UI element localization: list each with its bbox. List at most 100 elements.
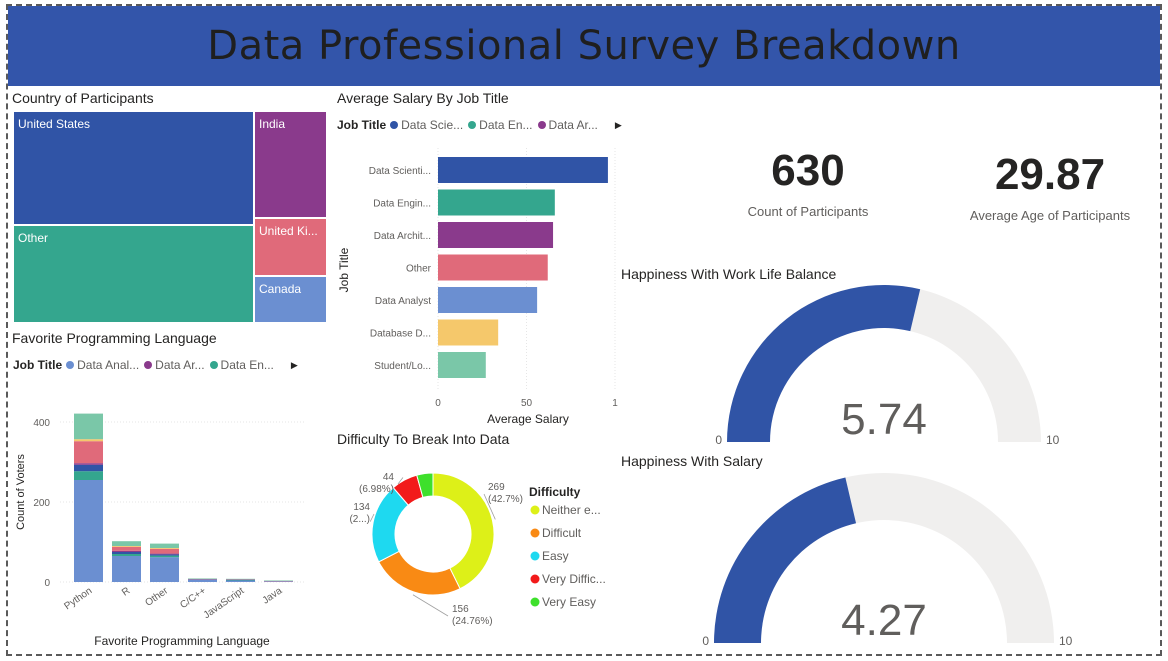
stacked-bar-segment [188, 578, 217, 579]
stacked-bar-segment [150, 554, 179, 556]
x-tick-label: C/C++ [178, 585, 208, 611]
callout-line [412, 594, 449, 617]
worklife-gauge-title: Happiness With Work Life Balance [621, 266, 837, 282]
stacked-bar-segment [74, 471, 103, 480]
data-label: 269 [488, 482, 505, 493]
callout-line [483, 493, 496, 520]
stacked-bar-segment [74, 463, 103, 465]
x-tick-label: Other [143, 585, 170, 609]
salary-bar [438, 157, 608, 183]
y-axis-title: Count of Voters [15, 454, 27, 530]
y-tick-label: Data Archit... [374, 231, 431, 242]
x-axis-title: Favorite Programming Language [94, 634, 270, 648]
y-axis-title: Job Title [337, 247, 351, 292]
stacked-bar-segment [74, 413, 103, 440]
legend-label: Data Ar... [548, 118, 598, 132]
callout-line [369, 513, 375, 522]
stacked-bar-segment [150, 557, 179, 582]
data-label: 134 [353, 502, 370, 513]
legend-item-data-scientist[interactable]: Data Scie... [390, 118, 463, 132]
legend-dot [530, 528, 540, 538]
gauge-min-label: 0 [702, 634, 709, 648]
stacked-bar-segment [264, 580, 293, 582]
treemap-cell-united-states[interactable]: United States [13, 111, 254, 225]
programming-title: Favorite Programming Language [12, 330, 217, 346]
gauge-fill [727, 285, 921, 442]
legend-label: Neither e... [542, 503, 601, 517]
stacked-bar-segment [188, 579, 217, 582]
y-tick-label: 0 [44, 578, 50, 589]
stacked-bar-segment [264, 581, 293, 582]
treemap-label: United States [18, 117, 91, 131]
legend-label: Difficult [542, 526, 582, 540]
x-tick-label: R [120, 585, 132, 598]
stacked-bar-segment [112, 546, 141, 551]
stacked-bar-segment [150, 553, 179, 555]
y-tick-label: 400 [33, 418, 50, 429]
legend-item-data-architect[interactable]: Data Ar... [144, 358, 205, 372]
salary-bar [438, 254, 548, 281]
programming-chart: 0 200 400 Python R Other C/C++JavaScript Java Fa… [15, 413, 304, 648]
donut-slice [378, 550, 461, 596]
stacked-bar-segment [264, 580, 293, 581]
legend-label: Very Easy [542, 595, 596, 609]
legend-item-data-architect[interactable]: Data Ar... [537, 118, 598, 132]
stacked-bar-segment [150, 555, 179, 558]
treemap-cell-united-kingdom[interactable]: United Ki... [254, 218, 327, 276]
stacked-bar-segment [188, 579, 217, 580]
salary-bar [438, 319, 499, 346]
stacked-bar-segment [112, 546, 141, 547]
legend-dot [530, 551, 540, 561]
salary-bar [438, 189, 555, 216]
legend-next-arrow-icon[interactable]: ▶ [290, 359, 298, 370]
x-tick-label: 50 [521, 398, 533, 409]
donut-slice [432, 472, 495, 590]
kpi-count-label: Count of Participants [747, 204, 869, 219]
legend-item-data-engineer[interactable]: Data En... [209, 358, 274, 372]
country-treemap[interactable]: United States India Other United Ki... C… [13, 111, 327, 323]
legend-dot [468, 121, 477, 129]
x-tick-label: 1 [612, 398, 618, 409]
y-tick-label: Student/Lo... [374, 361, 431, 372]
stacked-bar-segment [112, 554, 141, 556]
treemap-label: Other [18, 231, 49, 245]
legend-dot [530, 597, 540, 607]
legend-label: Very Diffic... [542, 572, 606, 586]
treemap-cell-other[interactable]: Other [13, 225, 254, 323]
stacked-bar-segment [226, 580, 255, 581]
x-tick-label: Java [261, 585, 285, 606]
programming-legend: Job Title Data Anal... Data Ar... Data E… [13, 358, 298, 372]
salary-bar [438, 222, 554, 248]
treemap-cell-canada[interactable]: Canada [254, 276, 327, 323]
callout-line [397, 477, 404, 485]
legend-item-data-engineer[interactable]: Data En... [468, 118, 533, 132]
stacked-bar-segment [150, 548, 179, 554]
y-tick-label: Data Engin... [373, 199, 431, 210]
legend-title: Difficulty [529, 485, 581, 499]
legend-label: Data Scie... [401, 118, 464, 132]
x-axis-title: Average Salary [487, 412, 569, 426]
page-title: Data Professional Survey Breakdown [207, 23, 961, 69]
stacked-bar-segment [74, 464, 103, 472]
legend-dot [530, 505, 540, 515]
legend-dot [209, 361, 218, 369]
treemap-label: India [259, 117, 286, 131]
gauge-fill [714, 477, 857, 643]
x-tick-label: JavaScript [202, 585, 247, 621]
salary-gauge: 4.27 0 10 [702, 473, 1073, 648]
treemap-cell-india[interactable]: India [254, 111, 327, 218]
legend-next-arrow-icon[interactable]: ▶ [614, 119, 622, 130]
gauge-min-label: 0 [715, 433, 722, 447]
salary-gauge-title: Happiness With Salary [621, 453, 763, 469]
legend-dot [530, 574, 540, 584]
data-label: (2...) [349, 514, 370, 525]
data-label: 156 [452, 604, 469, 615]
stacked-bar-segment [74, 480, 103, 582]
stacked-bar-segment [112, 550, 141, 552]
legend-item-data-analyst[interactable]: Data Anal... [66, 358, 139, 372]
y-tick-label: Other [406, 264, 432, 275]
dashboard-frame [6, 4, 1162, 656]
donut-slice [416, 472, 434, 498]
stacked-bar-segment [226, 579, 255, 580]
treemap-label: Canada [259, 282, 302, 296]
